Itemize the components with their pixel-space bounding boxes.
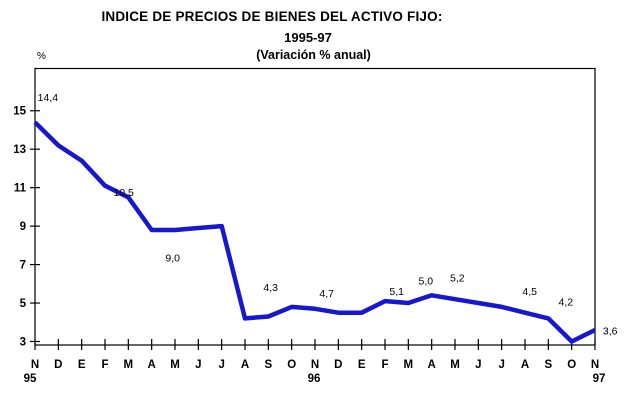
data-line-series xyxy=(33,120,596,344)
y-axis-unit-label: % xyxy=(37,51,46,62)
month-label: A xyxy=(428,359,436,371)
point-value-label: 10,5 xyxy=(113,187,134,199)
y-tick-label: 9 xyxy=(20,221,26,233)
month-label: S xyxy=(264,359,272,371)
month-label: O xyxy=(287,359,296,371)
point-value-label: 3,6 xyxy=(603,325,618,337)
year-label: 95 xyxy=(24,373,37,385)
month-label: F xyxy=(381,359,388,371)
y-tick-label: 3 xyxy=(20,337,26,349)
month-label: F xyxy=(101,359,108,371)
point-value-label: 14,4 xyxy=(38,92,59,104)
year-label: 97 xyxy=(593,373,606,385)
month-label: M xyxy=(170,359,180,371)
y-tick-label: 11 xyxy=(14,183,27,195)
plot-frame xyxy=(34,67,596,346)
month-label: O xyxy=(567,359,576,371)
month-label: M xyxy=(124,359,134,371)
y-tick-label: 15 xyxy=(13,106,26,118)
y-tick-label: 5 xyxy=(20,298,27,310)
chart-subtitle-variation: (Variación % anual) xyxy=(256,48,371,62)
month-label: J xyxy=(218,359,224,371)
point-value-label: 4,3 xyxy=(263,282,278,294)
month-label: M xyxy=(404,359,414,371)
month-label: M xyxy=(450,359,460,371)
point-value-label: 4,7 xyxy=(319,288,334,300)
point-value-label: 4,2 xyxy=(559,297,574,309)
month-label: E xyxy=(78,359,86,371)
month-label: A xyxy=(148,359,156,371)
month-label: D xyxy=(334,359,342,371)
point-value-label: 5,1 xyxy=(389,286,404,298)
month-label: J xyxy=(475,359,481,371)
y-tick-label: 7 xyxy=(20,260,26,272)
month-label: N xyxy=(311,359,319,371)
month-label: N xyxy=(591,359,599,371)
month-label: A xyxy=(521,359,529,371)
point-value-label: 5,2 xyxy=(450,273,465,285)
point-value-label: 5,0 xyxy=(419,275,434,287)
month-label: A xyxy=(241,359,249,371)
point-value-label: 4,5 xyxy=(522,286,537,298)
month-label: D xyxy=(54,359,62,371)
month-label: E xyxy=(358,359,366,371)
month-label: S xyxy=(544,359,552,371)
month-label: J xyxy=(498,359,504,371)
month-label: J xyxy=(195,359,201,371)
point-value-label: 9,0 xyxy=(165,252,180,264)
month-label: N xyxy=(31,359,39,371)
chart-title: INDICE DE PRECIOS DE BIENES DEL ACTIVO F… xyxy=(101,9,443,24)
year-label: 96 xyxy=(308,373,321,385)
y-tick-label: 13 xyxy=(13,144,26,156)
chart-subtitle-years: 1995-97 xyxy=(284,30,332,45)
